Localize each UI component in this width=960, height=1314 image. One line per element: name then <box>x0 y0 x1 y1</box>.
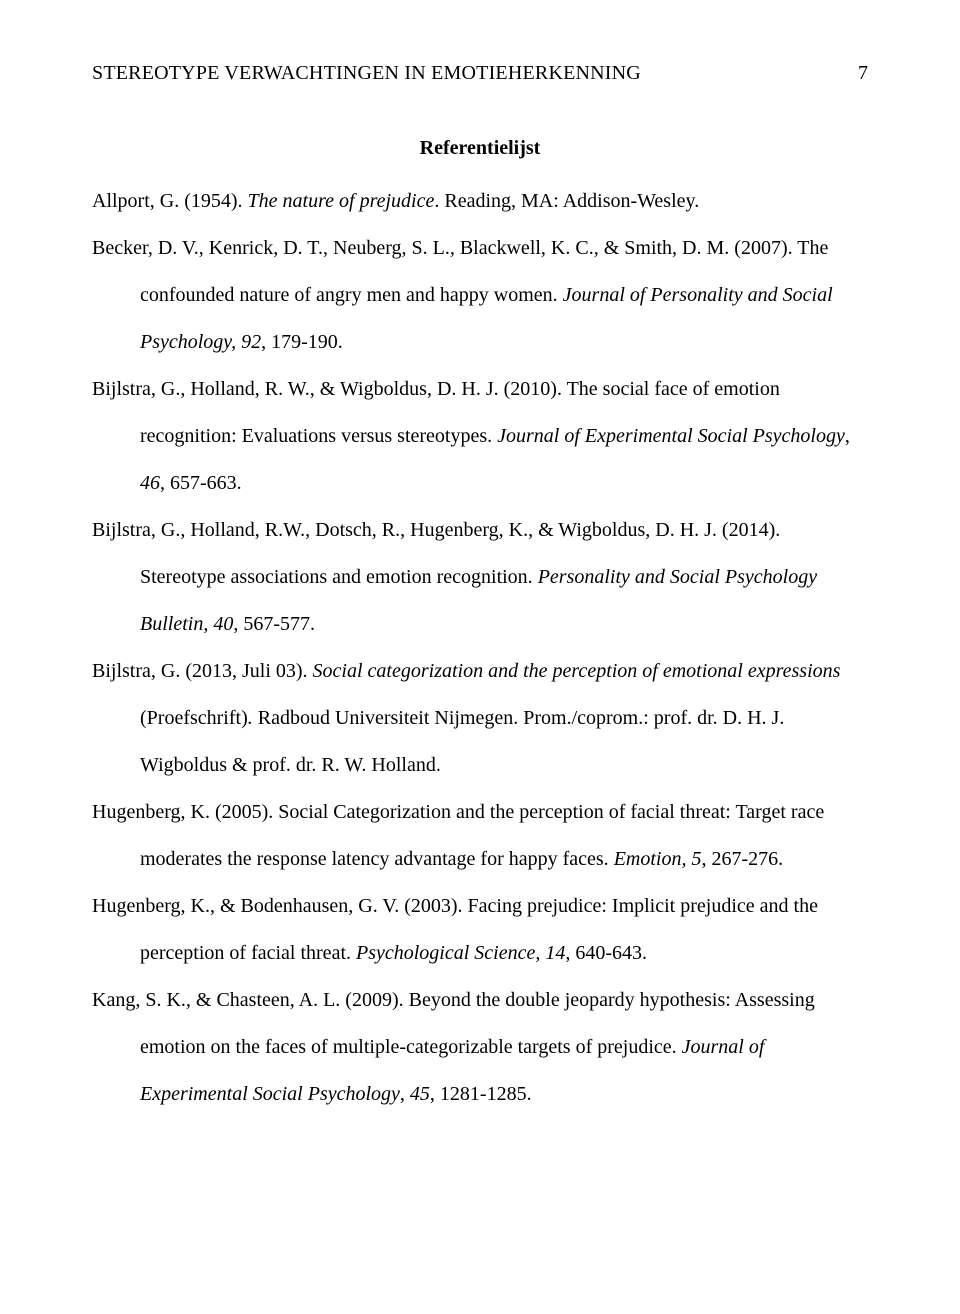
reference-text: Bijlstra, G. (2013, Juli 03). <box>92 660 313 682</box>
reference-text: , 657-663. <box>160 472 242 494</box>
reference-text: , 640-643. <box>565 942 647 964</box>
reference-entry: Bijlstra, G. (2013, Juli 03). Social cat… <box>92 648 868 789</box>
reference-text: , 267-276. <box>701 848 783 870</box>
reference-entry: Kang, S. K., & Chasteen, A. L. (2009). B… <box>92 977 868 1118</box>
reference-text: , <box>845 425 850 447</box>
reference-entry: Becker, D. V., Kenrick, D. T., Neuberg, … <box>92 225 868 366</box>
reference-italic: Emotion, 5 <box>614 848 702 870</box>
reference-text: (Proefschrift) <box>140 707 248 729</box>
running-head: STEREOTYPE VERWACHTINGEN IN EMOTIEHERKEN… <box>92 50 868 97</box>
reference-text: , 1281-1285. <box>430 1083 532 1105</box>
reference-text: , <box>400 1083 410 1105</box>
reference-text: , 179-190. <box>261 331 343 353</box>
reference-text: . Reading, MA: Addison-Wesley. <box>434 190 699 212</box>
section-title: Referentielijst <box>92 125 868 172</box>
reference-text: , 567-577. <box>233 613 315 635</box>
reference-entry: Bijlstra, G., Holland, R.W., Dotsch, R.,… <box>92 507 868 648</box>
reference-text: Allport, G. (1954). <box>92 190 248 212</box>
reference-italic: Social categorization and the perception… <box>313 660 841 682</box>
reference-italic: Psychological Science, 14 <box>356 942 565 964</box>
page: STEREOTYPE VERWACHTINGEN IN EMOTIEHERKEN… <box>0 0 960 1314</box>
reference-italic: The nature of prejudice <box>248 190 435 212</box>
reference-italic: 46 <box>140 472 160 494</box>
reference-entry: Allport, G. (1954). The nature of prejud… <box>92 178 868 225</box>
page-number: 7 <box>858 50 868 97</box>
reference-italic: Journal of Experimental Social Psycholog… <box>497 425 845 447</box>
reference-entry: Hugenberg, K., & Bodenhausen, G. V. (200… <box>92 883 868 977</box>
reference-entry: Bijlstra, G., Holland, R. W., & Wigboldu… <box>92 366 868 507</box>
reference-entry: Hugenberg, K. (2005). Social Categorizat… <box>92 789 868 883</box>
reference-italic: . <box>248 707 258 729</box>
reference-italic: 45 <box>410 1083 430 1105</box>
